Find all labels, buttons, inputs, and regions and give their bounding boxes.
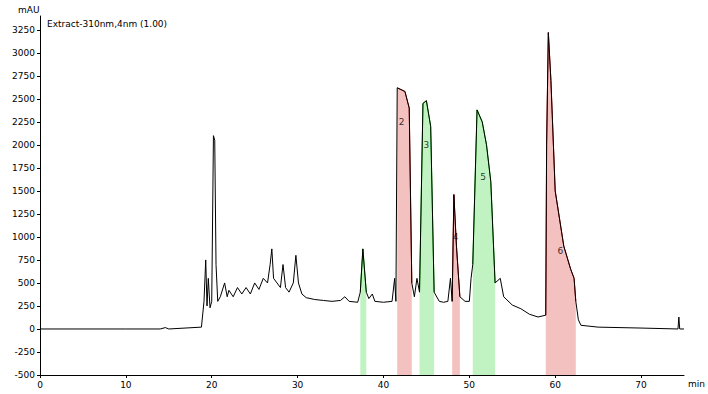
svg-text:3000: 3000 [12, 48, 35, 58]
svg-text:30: 30 [292, 380, 304, 390]
svg-text:250: 250 [18, 301, 35, 311]
svg-text:2500: 2500 [12, 94, 35, 104]
svg-text:0: 0 [29, 324, 35, 334]
svg-text:min: min [688, 379, 705, 389]
svg-text:2250: 2250 [12, 117, 35, 127]
svg-text:1500: 1500 [12, 186, 35, 196]
svg-text:750: 750 [18, 255, 35, 265]
svg-text:70: 70 [635, 380, 647, 390]
svg-text:mAU: mAU [18, 5, 40, 15]
svg-text:2: 2 [399, 117, 405, 127]
svg-text:20: 20 [206, 380, 218, 390]
svg-text:60: 60 [549, 380, 561, 390]
svg-text:50: 50 [464, 380, 476, 390]
svg-text:10: 10 [120, 380, 132, 390]
svg-text:40: 40 [378, 380, 390, 390]
svg-text:1000: 1000 [12, 232, 35, 242]
svg-text:0: 0 [37, 380, 43, 390]
svg-text:-500: -500 [15, 370, 36, 380]
svg-text:6: 6 [557, 246, 563, 256]
svg-text:4: 4 [453, 232, 459, 242]
svg-text:-250: -250 [15, 347, 36, 357]
svg-text:1750: 1750 [12, 163, 35, 173]
svg-text:3: 3 [424, 140, 430, 150]
svg-text:500: 500 [18, 278, 35, 288]
svg-text:1250: 1250 [12, 209, 35, 219]
svg-text:3250: 3250 [12, 25, 35, 35]
svg-text:5: 5 [480, 172, 486, 182]
svg-text:2000: 2000 [12, 140, 35, 150]
svg-text:Extract-310nm,4nm (1.00): Extract-310nm,4nm (1.00) [47, 19, 167, 29]
svg-text:2750: 2750 [12, 71, 35, 81]
